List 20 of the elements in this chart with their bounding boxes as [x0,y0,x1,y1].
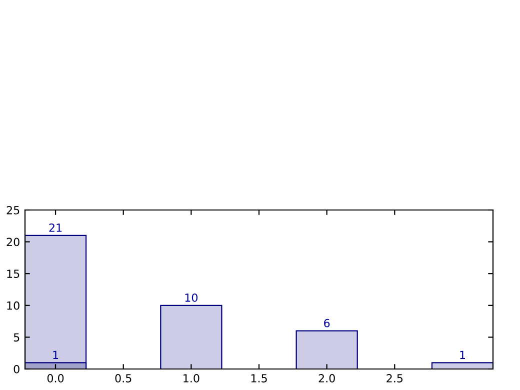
x-tick-label: 1.0 [184,374,200,382]
data-label: 1 [460,350,465,359]
bar [160,304,222,369]
data-label: 10 [185,293,198,302]
y-tick-label: 10 [7,301,20,310]
y-tick-label: 20 [6,238,20,246]
data-label: 6 [324,318,330,328]
x-tick-label: 2.0 [318,374,335,382]
y-tick-label: 15 [7,270,20,278]
y-tick-label: 0 [14,364,20,374]
bar [296,330,358,369]
x-tick-label: 0.0 [47,374,64,382]
x-tick-label: 1.5 [251,374,267,382]
data-label: 21 [49,223,62,232]
x-tick-label: 2.5 [386,374,403,382]
y-tick-label: 5 [14,333,20,342]
x-tick-label: 0.5 [115,374,132,382]
bar [431,362,493,369]
data-label: 1 [53,350,58,359]
y-tick-label: 25 [6,206,20,214]
